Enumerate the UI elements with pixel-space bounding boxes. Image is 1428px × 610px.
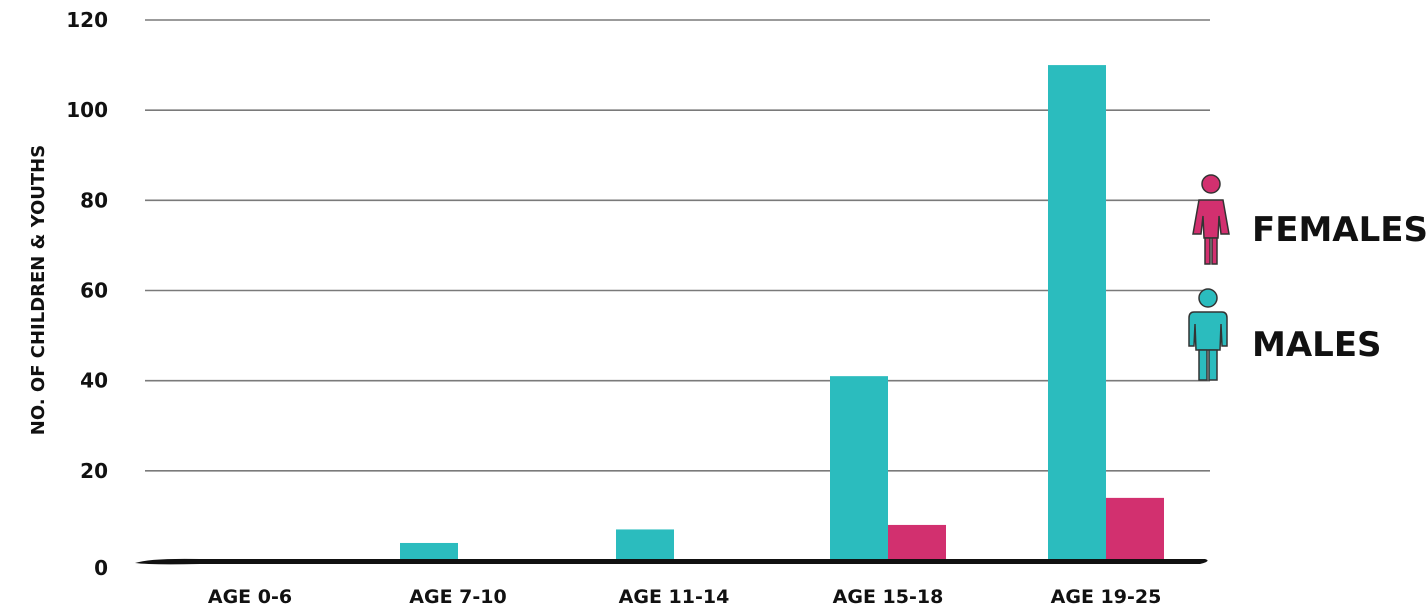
y-tick-labels: 0 20 40 60 80 100 120: [66, 8, 108, 580]
y-tick-label: 40: [80, 369, 108, 393]
bar-males-3: [830, 376, 888, 561]
legend-label-females: FEMALES: [1252, 210, 1428, 250]
x-tick-label: AGE 11-14: [619, 586, 730, 608]
y-tick-label: 60: [80, 279, 108, 303]
y-tick-label: 0: [94, 556, 108, 580]
x-tick-label: AGE 15-18: [833, 586, 944, 608]
x-tick-label: AGE 7-10: [409, 586, 506, 608]
y-tick-label: 20: [80, 459, 108, 483]
bar-males-4: [1048, 65, 1106, 561]
y-tick-label: 100: [66, 98, 108, 122]
legend: FEMALES MALES: [1188, 174, 1428, 381]
legend-item-females: FEMALES: [1192, 174, 1428, 265]
bar-females-3: [888, 524, 946, 561]
bar-males-2: [616, 529, 674, 561]
x-tick-labels: AGE 0-6 AGE 7-10 AGE 11-14 AGE 15-18 AGE 19-…: [208, 586, 1161, 608]
legend-label-males: MALES: [1252, 325, 1382, 365]
female-figure-icon: [1192, 174, 1230, 265]
x-tick-label: AGE 19-25: [1051, 586, 1162, 608]
bars: [400, 65, 1164, 561]
bar-females-4: [1106, 497, 1164, 561]
legend-item-males: MALES: [1188, 288, 1382, 381]
x-tick-label: AGE 0-6: [208, 586, 292, 608]
y-tick-label: 120: [66, 8, 108, 32]
x-axis-baseline: [135, 558, 1208, 565]
y-axis-title: NO. OF CHILDREN & YOUTHS: [28, 145, 49, 435]
bar-males-1: [400, 542, 458, 561]
gridlines: [145, 19, 1210, 472]
male-figure-icon: [1188, 288, 1228, 381]
y-tick-label: 80: [80, 188, 108, 212]
